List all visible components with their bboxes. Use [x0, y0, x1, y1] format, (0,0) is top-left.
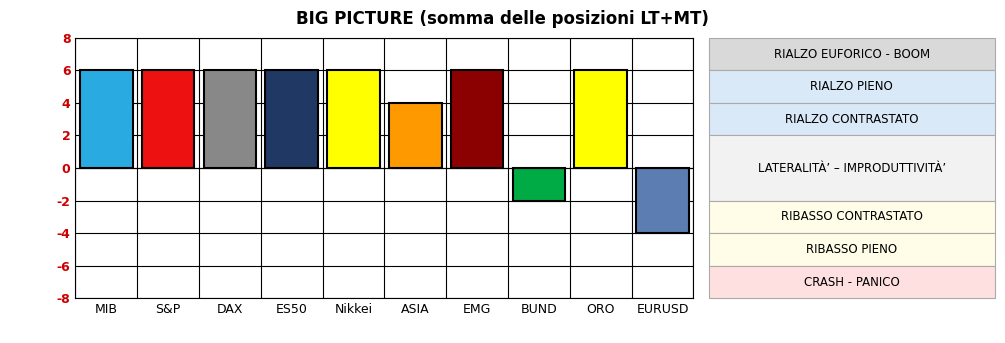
- Bar: [709, 201, 995, 233]
- Text: RIALZO PIENO: RIALZO PIENO: [810, 80, 893, 93]
- Bar: [709, 103, 995, 135]
- Bar: [709, 266, 995, 298]
- Bar: [709, 70, 995, 103]
- Text: RIBASSO PIENO: RIBASSO PIENO: [806, 243, 897, 256]
- Bar: [709, 38, 995, 70]
- Text: LATERALITÀ’ – IMPRODUTTIVITÀ’: LATERALITÀ’ – IMPRODUTTIVITÀ’: [758, 162, 946, 175]
- Bar: [265, 70, 318, 168]
- Bar: [575, 70, 627, 168]
- Bar: [451, 70, 504, 168]
- Bar: [328, 70, 380, 168]
- Bar: [142, 70, 194, 168]
- Bar: [709, 135, 995, 201]
- Bar: [204, 70, 256, 168]
- Bar: [636, 168, 688, 233]
- Text: RIALZO CONTRASTATO: RIALZO CONTRASTATO: [785, 113, 919, 126]
- Bar: [709, 233, 995, 266]
- Bar: [513, 168, 565, 201]
- Text: RIALZO EUFORICO - BOOM: RIALZO EUFORICO - BOOM: [774, 48, 930, 60]
- Text: RIBASSO CONTRASTATO: RIBASSO CONTRASTATO: [781, 211, 923, 223]
- Bar: [80, 70, 133, 168]
- Text: BIG PICTURE (somma delle posizioni LT+MT): BIG PICTURE (somma delle posizioni LT+MT…: [296, 10, 709, 28]
- Text: CRASH - PANICO: CRASH - PANICO: [804, 276, 899, 288]
- Bar: [389, 103, 441, 168]
